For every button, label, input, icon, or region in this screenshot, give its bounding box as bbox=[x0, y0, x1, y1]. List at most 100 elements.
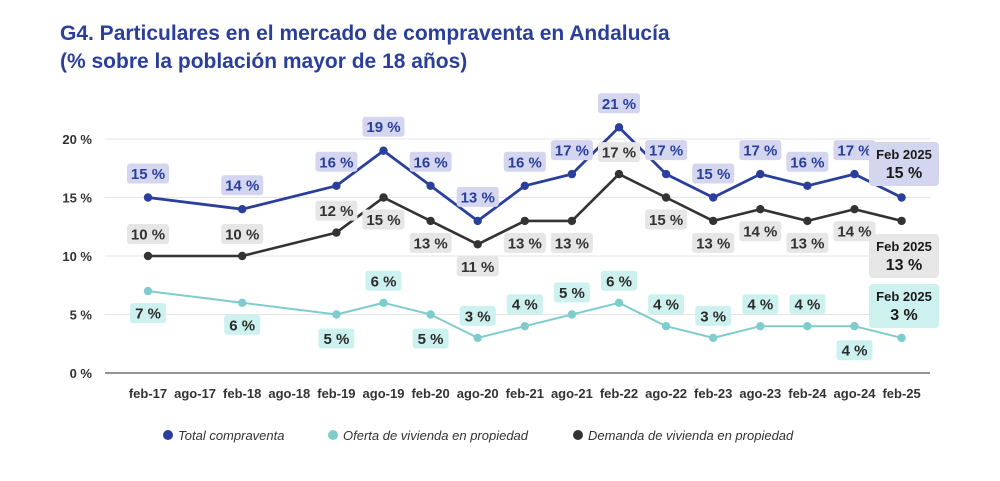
data-label-bg-oferta bbox=[553, 282, 590, 303]
data-label-bg-oferta bbox=[789, 294, 826, 315]
data-point-oferta bbox=[473, 333, 482, 343]
data-label-bg-total bbox=[127, 163, 169, 184]
data-point-oferta bbox=[897, 333, 906, 343]
x-tick-label: feb-20 bbox=[411, 386, 449, 401]
y-tick-label: 5 % bbox=[70, 308, 93, 323]
data-point-demanda bbox=[473, 240, 482, 249]
x-tick-label: ago-23 bbox=[739, 386, 781, 401]
data-point-demanda bbox=[756, 205, 765, 214]
data-label-bg-oferta bbox=[224, 314, 261, 335]
x-tick-label: feb-19 bbox=[317, 386, 355, 401]
end-label-period: Feb 2025 bbox=[876, 147, 932, 162]
data-label-oferta: 6 % bbox=[606, 273, 632, 290]
x-tick-label: ago-24 bbox=[834, 386, 877, 401]
data-label-bg-total bbox=[409, 151, 452, 172]
data-label-bg-total bbox=[221, 175, 264, 196]
data-point-total bbox=[567, 169, 577, 179]
x-tick-label: ago-21 bbox=[551, 386, 593, 401]
data-point-demanda bbox=[897, 216, 906, 226]
data-label-demanda: 17 % bbox=[602, 145, 636, 162]
data-label-bg-total bbox=[503, 151, 546, 172]
data-label-bg-total bbox=[362, 116, 405, 137]
data-label-demanda: 13 % bbox=[555, 235, 589, 252]
end-label-value: 3 % bbox=[890, 307, 918, 324]
data-point-oferta bbox=[379, 298, 388, 307]
data-point-total bbox=[520, 181, 529, 190]
data-point-oferta bbox=[567, 310, 577, 319]
data-label-bg-demanda bbox=[456, 256, 499, 277]
data-label-demanda: 15 % bbox=[366, 212, 400, 229]
x-tick-label: ago-20 bbox=[457, 386, 499, 401]
data-label-total: 15 % bbox=[696, 166, 730, 183]
data-label-total: 16 % bbox=[413, 154, 447, 171]
data-label-demanda: 15 % bbox=[649, 212, 683, 229]
x-tick-label: feb-18 bbox=[223, 386, 261, 401]
data-point-oferta bbox=[661, 322, 671, 331]
data-label-total: 16 % bbox=[319, 154, 353, 171]
legend-label-demanda: Demanda de vivienda en propiedad bbox=[588, 428, 794, 443]
data-label-bg-demanda bbox=[550, 232, 593, 253]
x-tick-label: feb-22 bbox=[600, 386, 638, 401]
data-point-demanda bbox=[379, 193, 388, 202]
data-label-total: 19 % bbox=[366, 119, 400, 136]
data-label-bg-oferta bbox=[601, 270, 637, 291]
data-label-bg-oferta bbox=[648, 294, 685, 315]
data-label-bg-oferta bbox=[695, 305, 732, 326]
data-label-bg-demanda bbox=[221, 224, 264, 244]
y-tick-label: 0 % bbox=[70, 366, 93, 381]
x-tick-label: feb-25 bbox=[882, 386, 920, 401]
y-tick-label: 10 % bbox=[62, 249, 92, 264]
data-label-bg-demanda bbox=[503, 232, 546, 253]
data-point-total bbox=[473, 216, 482, 226]
data-point-total bbox=[143, 193, 153, 202]
data-point-total bbox=[238, 205, 247, 214]
data-label-demanda: 13 % bbox=[508, 235, 542, 252]
data-point-total bbox=[803, 181, 812, 190]
data-point-oferta bbox=[803, 322, 812, 331]
end-label-box-demanda bbox=[869, 234, 939, 278]
data-label-demanda: 13 % bbox=[696, 235, 730, 252]
data-label-bg-total bbox=[739, 140, 782, 161]
data-label-bg-demanda bbox=[315, 200, 358, 221]
data-label-oferta: 3 % bbox=[700, 308, 726, 325]
data-point-total bbox=[661, 169, 671, 179]
data-label-bg-demanda bbox=[833, 221, 876, 242]
data-label-total: 17 % bbox=[837, 143, 871, 160]
chart-title-line1: G4. Particulares en el mercado de compra… bbox=[60, 22, 670, 45]
data-label-total: 21 % bbox=[602, 96, 636, 113]
data-point-oferta bbox=[756, 322, 765, 331]
data-point-demanda bbox=[850, 205, 859, 214]
legend-marker-total bbox=[163, 430, 173, 440]
data-label-demanda: 11 % bbox=[461, 259, 494, 276]
data-label-bg-oferta bbox=[318, 328, 355, 349]
data-label-total: 13 % bbox=[461, 189, 495, 206]
x-tick-label: feb-24 bbox=[788, 386, 827, 401]
data-point-demanda bbox=[426, 216, 435, 226]
y-tick-label: 15 % bbox=[62, 191, 92, 206]
data-label-bg-oferta bbox=[506, 294, 543, 315]
data-label-oferta: 3 % bbox=[465, 308, 491, 325]
data-point-demanda bbox=[614, 169, 624, 179]
data-label-total: 17 % bbox=[555, 143, 589, 160]
x-tick-label: ago-22 bbox=[645, 386, 687, 401]
data-point-demanda bbox=[520, 216, 529, 226]
data-label-bg-oferta bbox=[742, 294, 779, 315]
end-label-value: 13 % bbox=[886, 257, 922, 274]
end-label-period: Feb 2025 bbox=[876, 239, 932, 254]
data-label-oferta: 5 % bbox=[323, 331, 349, 348]
data-label-bg-total bbox=[315, 151, 358, 172]
data-point-oferta bbox=[850, 322, 859, 331]
data-point-demanda bbox=[143, 251, 153, 261]
data-point-total bbox=[756, 169, 765, 179]
data-label-bg-demanda bbox=[645, 209, 688, 230]
data-label-oferta: 4 % bbox=[747, 297, 773, 314]
data-label-bg-total bbox=[550, 140, 593, 161]
data-point-oferta bbox=[143, 286, 153, 296]
data-label-bg-oferta bbox=[836, 340, 873, 361]
data-label-total: 17 % bbox=[743, 143, 777, 160]
data-label-bg-demanda bbox=[598, 142, 640, 163]
data-label-total: 14 % bbox=[225, 178, 259, 195]
chart-title-line2: (% sobre la población mayor de 18 años) bbox=[60, 50, 468, 73]
x-tick-label: feb-23 bbox=[694, 386, 732, 401]
